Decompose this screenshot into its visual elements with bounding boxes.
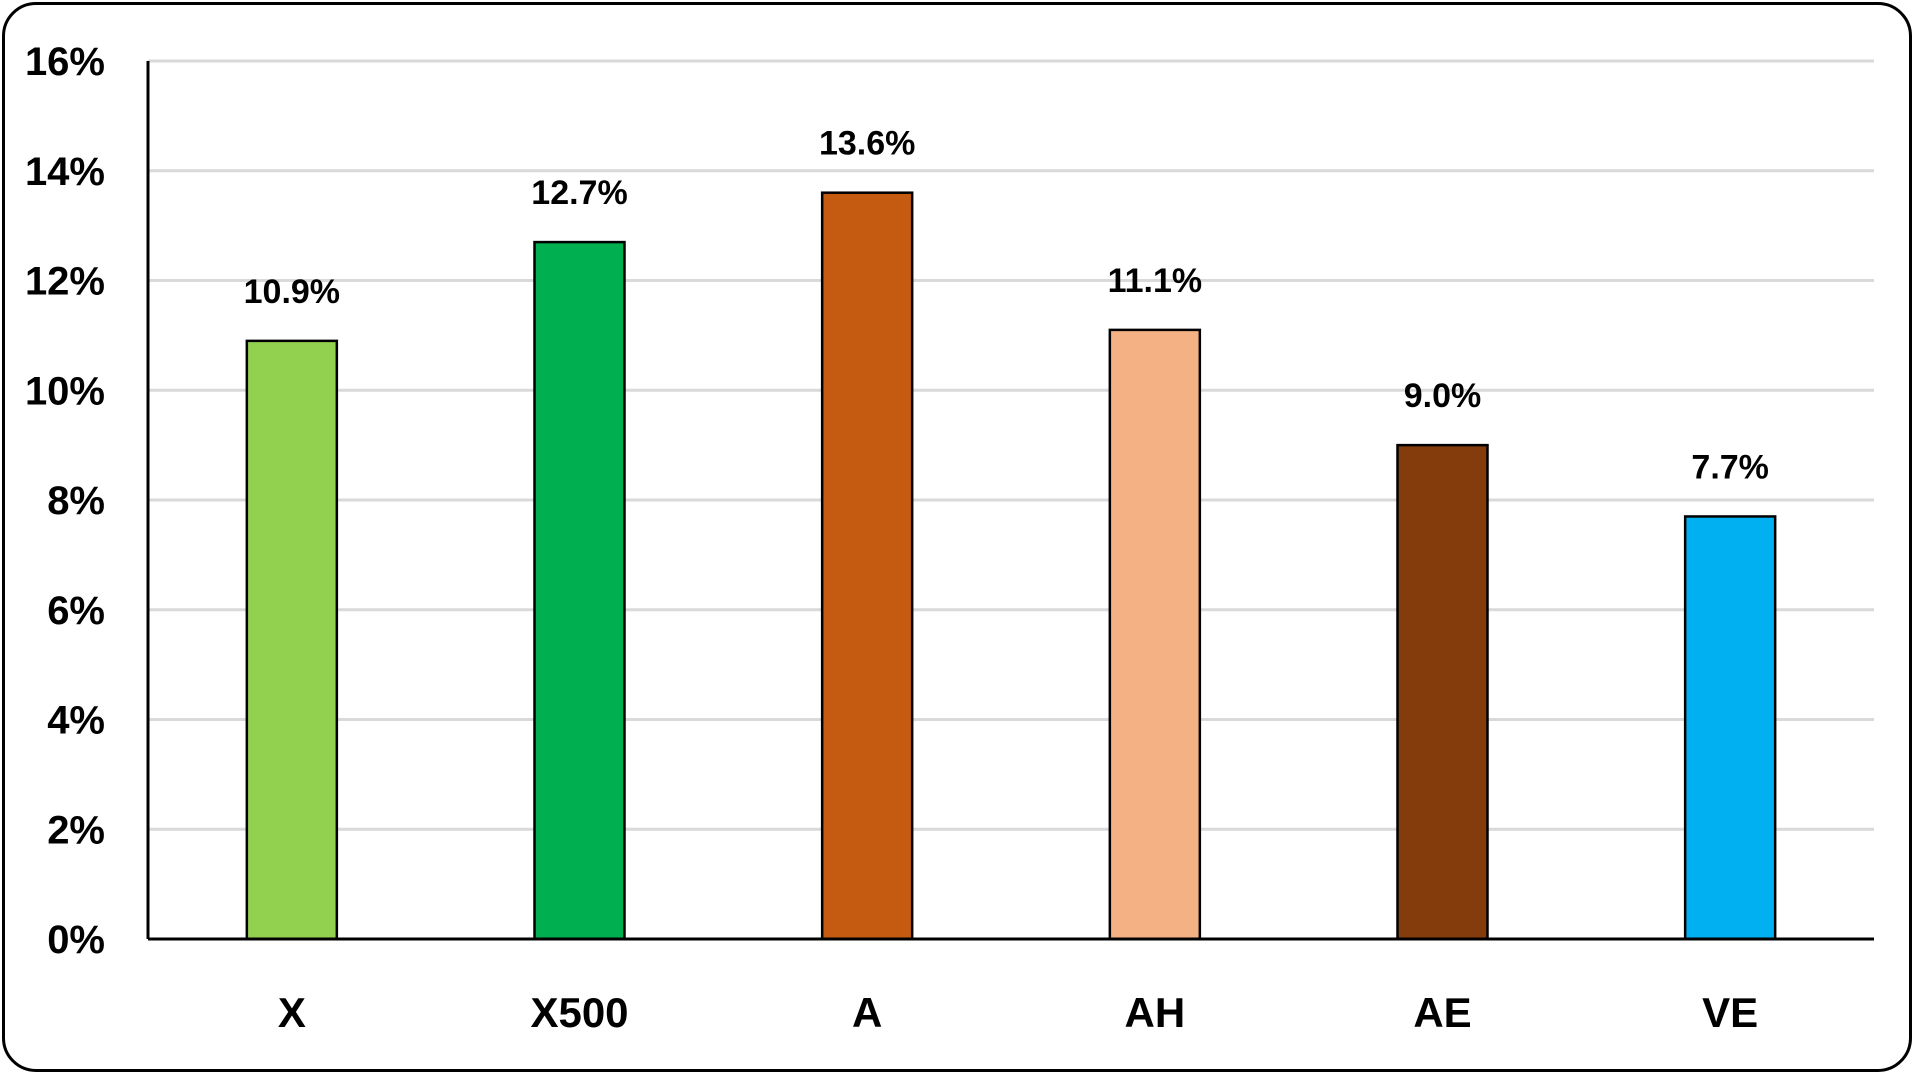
- y-tick-label: 0%: [47, 918, 105, 962]
- data-label: 9.0%: [1404, 377, 1482, 415]
- y-tick-label: 2%: [47, 808, 105, 852]
- y-tick-label: 8%: [47, 479, 105, 523]
- gridlines: [148, 59, 1874, 831]
- x-tick-label: AE: [1413, 989, 1471, 1036]
- data-label: 13.6%: [819, 125, 915, 163]
- y-tick-label: 10%: [25, 369, 105, 413]
- data-label: 12.7%: [531, 174, 627, 212]
- bar-x500: [533, 240, 626, 941]
- y-tick-label: 14%: [25, 150, 105, 194]
- data-label: 11.1%: [1108, 262, 1203, 300]
- x-tick-labels: X X500 A AH AE VE: [278, 989, 1758, 1036]
- bar-ae: [1396, 443, 1489, 941]
- bar-ve: [1683, 515, 1777, 941]
- x-tick-label: VE: [1702, 989, 1758, 1036]
- bar-ah: [1108, 328, 1202, 941]
- bar-x: [245, 339, 339, 941]
- y-tick-label: 4%: [47, 699, 105, 743]
- y-tick-label: 6%: [47, 589, 105, 633]
- y-tick-label: 12%: [25, 260, 105, 304]
- bar-a: [820, 191, 914, 941]
- x-tick-label: A: [852, 989, 882, 1036]
- data-label: 10.9%: [244, 273, 340, 311]
- data-labels: 10.9% 12.7% 13.6% 11.1% 9.0% 7.7%: [244, 125, 1769, 487]
- bars: [245, 191, 1777, 941]
- x-tick-label: X500: [530, 989, 628, 1036]
- x-tick-label: AH: [1124, 989, 1185, 1036]
- y-tick-labels: 0% 2% 4% 6% 8% 10% 12% 14% 16%: [25, 40, 105, 962]
- axes: [146, 61, 1874, 941]
- data-label: 7.7%: [1691, 448, 1769, 486]
- y-tick-label: 16%: [25, 40, 105, 84]
- x-tick-label: X: [278, 989, 306, 1036]
